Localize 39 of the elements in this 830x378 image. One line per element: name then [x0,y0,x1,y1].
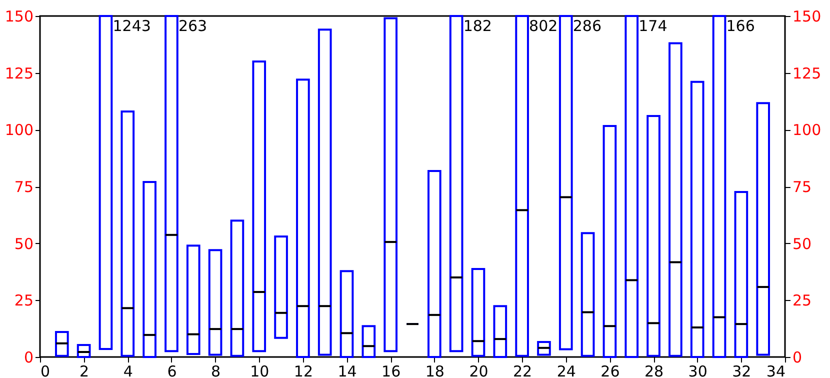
y2-tick-label: 100 [792,121,822,140]
x-tick-label: 20 [469,362,488,378]
x-tick-label: 26 [600,362,620,378]
x-tick-label: 32 [732,362,752,378]
y2-tick-label: 125 [792,64,822,82]
y2-tick-label: 0 [792,348,802,366]
x-tick-label: 14 [338,362,357,378]
x-tick-label: 34 [766,362,786,378]
annotation: 166 [726,17,755,35]
x-tick-label: 16 [382,362,401,378]
annotation: 286 [572,17,602,35]
x-tick-label: 12 [294,362,313,378]
y-tick-label: 75 [14,178,34,196]
y-tick-label: 150 [4,8,34,26]
x-tick-label: 22 [513,362,532,378]
x-tick-label: 4 [123,362,133,378]
x-tick-label: 2 [80,362,90,378]
y2-tick-label: 25 [792,292,812,310]
y-tick-label: 25 [14,292,34,310]
y-tick-label: 50 [14,234,34,253]
y-tick-label: 125 [4,64,34,82]
x-tick-label: 24 [556,362,576,378]
annotation: 802 [529,17,558,35]
annotation: 263 [178,17,208,35]
y2-tick-label: 150 [792,8,822,26]
x-tick-label: 8 [211,362,221,378]
annotation: 182 [463,17,492,35]
x-tick-label: 30 [688,362,708,378]
x-tick-label: 18 [425,362,444,378]
x-tick-label: 10 [250,362,270,378]
annotation: 1243 [112,17,151,35]
x-tick-label: 0 [40,362,50,378]
annotation: 174 [638,17,668,35]
y-tick-label: 100 [4,121,34,140]
y-tick-label: 0 [24,348,34,366]
x-tick-label: 28 [644,362,664,378]
x-tick-label: 6 [167,362,177,378]
y2-tick-label: 75 [792,178,812,196]
y2-tick-label: 50 [792,234,812,253]
